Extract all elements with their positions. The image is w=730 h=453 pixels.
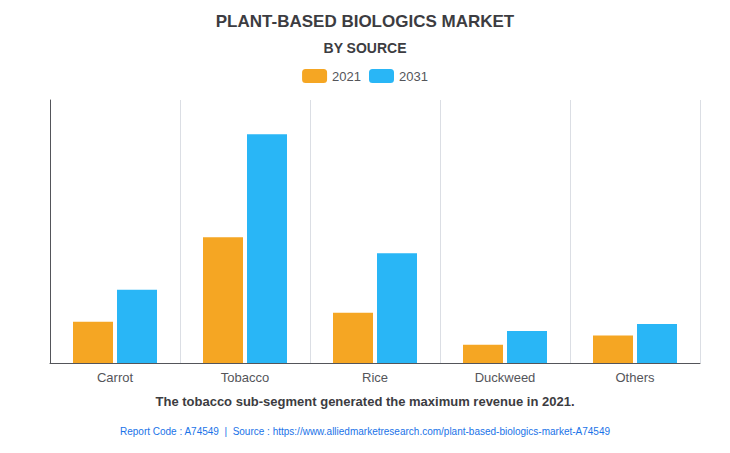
svg-text:PLANT-BASED BIOLOGICS MARKET: PLANT-BASED BIOLOGICS MARKET [216,12,515,31]
svg-text:Rice: Rice [362,370,388,385]
svg-text:2021: 2021 [332,69,361,84]
svg-text:Tobacco: Tobacco [221,370,269,385]
svg-text:2031: 2031 [399,69,428,84]
svg-text:Duckweed: Duckweed [475,370,536,385]
svg-text:Others: Others [615,370,655,385]
svg-text:Report Code : A74549 | Sourc: Report Code : A74549 | Source : https://… [120,426,611,437]
svg-text:Carrot: Carrot [97,370,134,385]
svg-text:The tobacco sub-segment genera: The tobacco sub-segment generated the ma… [155,394,574,409]
svg-text:BY SOURCE: BY SOURCE [324,40,407,56]
